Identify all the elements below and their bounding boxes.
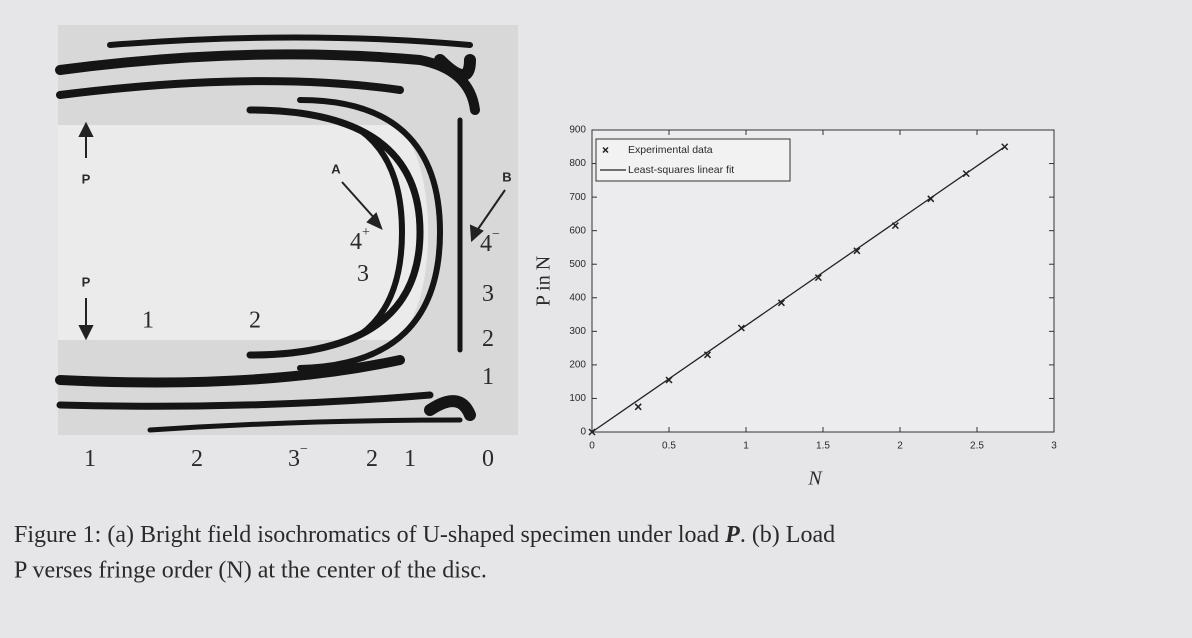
fringe-number: 2 bbox=[366, 446, 378, 472]
x-tick-label: 0.5 bbox=[662, 441, 676, 452]
data-point bbox=[814, 274, 822, 282]
point-label: A bbox=[331, 161, 341, 176]
y-tick-label: 300 bbox=[569, 326, 586, 337]
y-tick-label: 200 bbox=[569, 360, 586, 371]
y-tick-label: 900 bbox=[569, 125, 586, 136]
x-tick-label: 1.5 bbox=[816, 441, 830, 452]
x-tick-label: 0 bbox=[589, 441, 595, 452]
load-label: P bbox=[82, 171, 91, 186]
caption-text: (a) Bright field isochromatics of U-shap… bbox=[107, 522, 719, 548]
y-tick-label: 600 bbox=[569, 225, 586, 236]
fringe-order: 1 bbox=[482, 364, 494, 390]
fringe-number: 1 bbox=[84, 446, 96, 472]
fringe-order: 1 bbox=[142, 308, 154, 334]
x-tick-label: 2.5 bbox=[970, 441, 984, 452]
legend-label: Least-squares linear fit bbox=[628, 164, 734, 176]
fringe-number: 2 bbox=[482, 326, 494, 352]
legend-label: Experimental data bbox=[628, 144, 713, 156]
fringe-order: 1 bbox=[404, 446, 416, 472]
fringe-number: 0 bbox=[482, 446, 494, 472]
fringe-order: 3 bbox=[357, 261, 369, 287]
caption-line-1: Figure 1: (a) Bright field isochromatics… bbox=[14, 522, 835, 548]
x-tick-label: 1 bbox=[743, 441, 749, 452]
fringe-order: 3− bbox=[288, 442, 308, 471]
caption-text: . (b) Load bbox=[740, 522, 835, 548]
x-axis-label: N bbox=[807, 468, 823, 490]
x-tick-label: 2 bbox=[897, 441, 903, 452]
fringe-number: 3 bbox=[357, 261, 369, 287]
fringe-number: 1 bbox=[404, 446, 416, 472]
load-label: P bbox=[82, 274, 91, 289]
fringe-number: 4 bbox=[480, 231, 492, 257]
legend-box bbox=[595, 138, 791, 182]
y-tick-label: 100 bbox=[569, 393, 586, 404]
data-point bbox=[853, 247, 861, 255]
caption-line-2: P verses fringe order (N) at the center … bbox=[14, 558, 487, 584]
y-tick-label: 400 bbox=[569, 292, 586, 303]
fringe-order: 2 bbox=[191, 446, 203, 472]
fringe-order: 0 bbox=[482, 446, 494, 472]
x-tick-label: 3 bbox=[1051, 441, 1057, 452]
fringe-sign: − bbox=[300, 442, 308, 457]
y-tick-label: 0 bbox=[580, 427, 586, 438]
fringe-sign: + bbox=[362, 225, 370, 240]
data-point bbox=[777, 299, 785, 307]
fringe-order: 3 bbox=[482, 281, 494, 307]
y-tick-label: 800 bbox=[569, 158, 586, 169]
fringe-number: 4 bbox=[350, 229, 362, 255]
fit-line bbox=[591, 146, 1006, 433]
y-axis-label: P in N bbox=[533, 256, 555, 306]
fringe-number: 3 bbox=[482, 281, 494, 307]
fringe-order: 4− bbox=[480, 227, 500, 256]
caption-symbol: P bbox=[724, 522, 740, 548]
specimen-image bbox=[55, 25, 518, 435]
fringe-number: 2 bbox=[191, 446, 203, 472]
fringe-order: 2 bbox=[482, 326, 494, 352]
legend-swatch bbox=[602, 146, 609, 154]
y-tick-label: 700 bbox=[569, 192, 586, 203]
fringe-order: 2 bbox=[366, 446, 378, 472]
fringe-order: 4+ bbox=[350, 225, 370, 254]
y-tick-label: 500 bbox=[569, 259, 586, 270]
caption-label: Figure 1: bbox=[14, 522, 101, 548]
fringe-number: 1 bbox=[482, 364, 494, 390]
fringe-order: 2 bbox=[249, 308, 261, 334]
fringe-sign: − bbox=[492, 227, 500, 242]
point-label: B bbox=[502, 169, 511, 184]
data-point bbox=[634, 403, 642, 411]
fringe-order: 1 bbox=[84, 446, 96, 472]
fringe-number: 3 bbox=[288, 446, 300, 472]
